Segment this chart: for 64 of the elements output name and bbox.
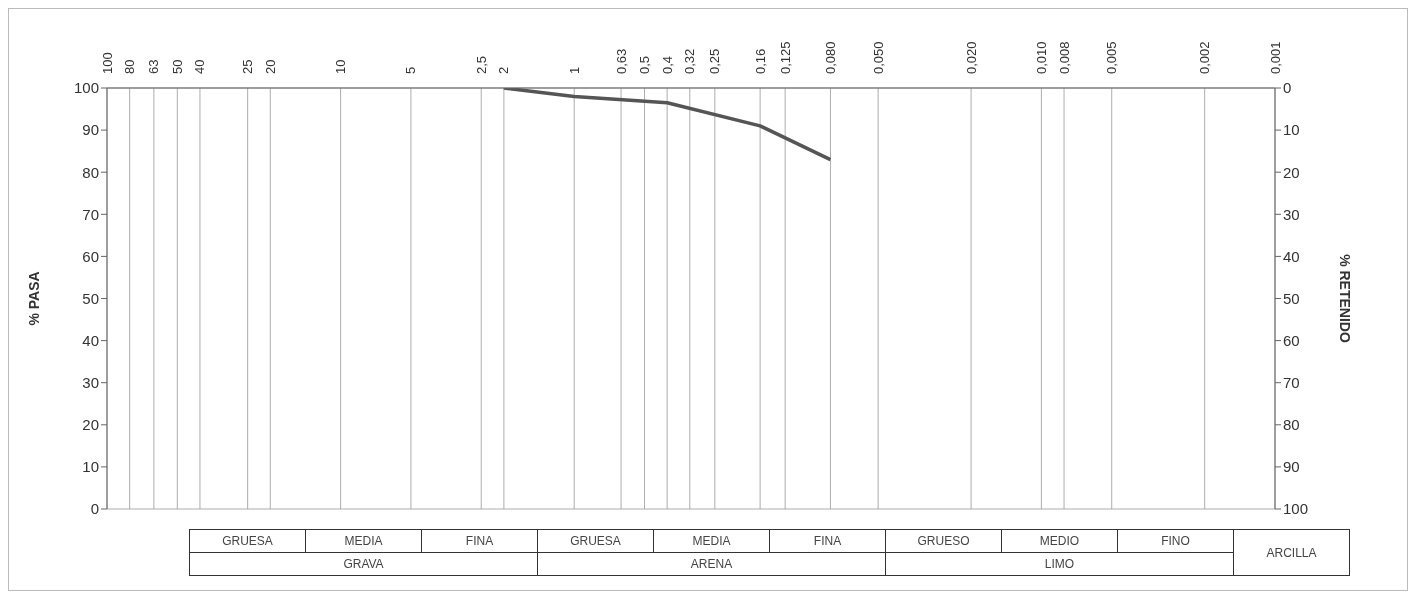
x-tick-label: 100	[99, 52, 115, 74]
text: GRUESA	[189, 529, 306, 553]
x-tick-label: 63	[146, 59, 162, 74]
text: FINA	[769, 529, 886, 553]
y2-tick-label: 10	[1283, 121, 1300, 139]
y-tick-label: 70	[82, 205, 99, 223]
x-tick-label: 0,020	[963, 41, 979, 74]
x-tick-label: 0,080	[822, 41, 838, 74]
x-tick-label: 2,5	[473, 55, 489, 74]
x-tick-label: 0,001	[1267, 41, 1283, 74]
x-tick-label: 0,010	[1033, 41, 1049, 74]
x-tick-label: 0,005	[1104, 41, 1120, 74]
y2-tick-label: 0	[1283, 79, 1292, 97]
x-tick-label: 0,008	[1056, 41, 1072, 74]
x-tick-label: 10	[333, 59, 349, 74]
x-tick-label: 0,25	[707, 48, 723, 74]
x-tick-label: 0,5	[637, 55, 653, 74]
text: GRUESO	[885, 529, 1002, 553]
text: FINO	[1117, 529, 1234, 553]
x-tick-label: 40	[192, 59, 208, 74]
x-tick-label: 0,63	[613, 48, 629, 74]
y-tick-label: 100	[73, 79, 99, 97]
y-tick-label: 10	[82, 458, 99, 476]
x-tick-label: 0,16	[752, 48, 768, 74]
y-tick-label: 60	[82, 247, 99, 265]
y-tick-label: 20	[82, 416, 99, 434]
text: GRUESA	[537, 529, 654, 553]
y-tick-label: 50	[82, 289, 99, 307]
x-tick-label: 20	[262, 59, 278, 74]
y-tick-label: 30	[82, 374, 99, 392]
y2-tick-label: 90	[1283, 458, 1300, 476]
x-tick-label: 25	[240, 59, 256, 74]
text: ARENA	[537, 552, 886, 576]
y2-axis-title: % RETENIDO	[1337, 254, 1354, 343]
text: MEDIO	[1001, 529, 1118, 553]
text: MEDIA	[653, 529, 770, 553]
text: FINA	[421, 529, 538, 553]
x-tick-label: 5	[403, 66, 419, 74]
y-tick-label: 0	[90, 500, 99, 518]
y-tick-label: 40	[82, 331, 99, 349]
x-tick-label: 1	[566, 66, 582, 74]
y2-tick-label: 40	[1283, 247, 1300, 265]
y2-tick-label: 20	[1283, 163, 1300, 181]
text: LIMO	[885, 552, 1234, 576]
y2-tick-label: 30	[1283, 205, 1300, 223]
y2-tick-label: 80	[1283, 416, 1300, 434]
y2-tick-label: 100	[1283, 500, 1309, 518]
x-tick-label: 0,050	[870, 41, 886, 74]
x-tick-label: 0,125	[777, 41, 793, 74]
text: MEDIA	[305, 529, 422, 553]
x-tick-label: 80	[122, 59, 138, 74]
x-tick-label: 2	[496, 66, 512, 74]
y2-tick-label: 50	[1283, 289, 1300, 307]
y2-tick-label: 70	[1283, 374, 1300, 392]
y-axis-title: % PASA	[25, 271, 42, 326]
y2-tick-label: 60	[1283, 331, 1300, 349]
text: ARCILLA	[1233, 529, 1350, 576]
x-tick-label: 0,4	[659, 55, 675, 74]
x-tick-label: 0,002	[1197, 41, 1213, 74]
y-tick-label: 80	[82, 163, 99, 181]
x-tick-label: 0,32	[682, 48, 698, 74]
x-tick-label: 50	[169, 59, 185, 74]
text: GRAVA	[189, 552, 538, 576]
y-tick-label: 90	[82, 121, 99, 139]
